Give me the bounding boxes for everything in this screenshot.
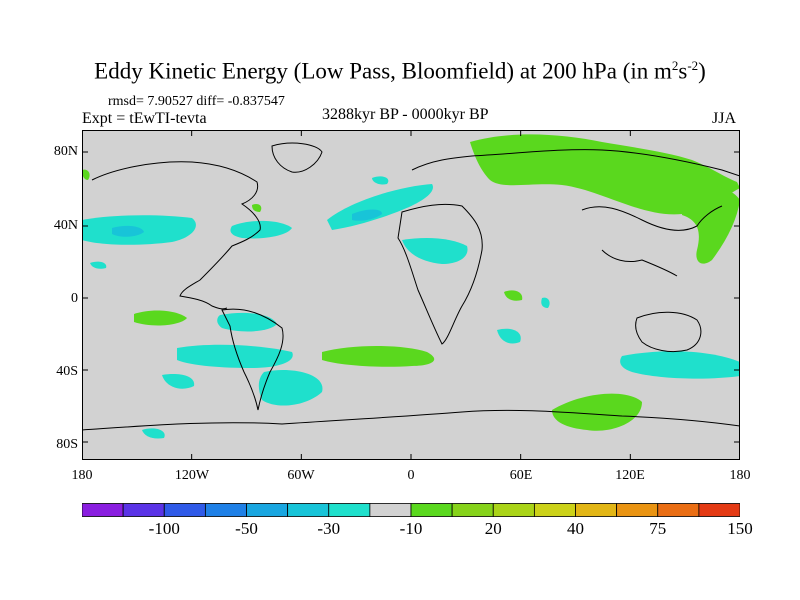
colorbar-label: -100: [148, 519, 180, 538]
lon-label-60e: 60E: [509, 468, 533, 483]
negative-region-australia-south: [620, 351, 740, 379]
strong-negative-north-pacific: [112, 225, 144, 237]
colorbar-box: [698, 503, 740, 517]
colorbar-label: -30: [317, 519, 341, 538]
colorbar-label: -10: [399, 519, 423, 538]
colorbar-label: -50: [235, 519, 258, 538]
colorbar-box: [616, 503, 659, 517]
positive-region-south-atlantic: [322, 346, 435, 367]
lat-label-80s: 80S: [56, 437, 78, 452]
coastline-antarctica: [82, 409, 740, 431]
coastline-australia: [635, 311, 702, 353]
coastline-eurasia: [411, 149, 740, 277]
colorbar-box: [287, 503, 330, 517]
lat-label-0: 0: [71, 291, 78, 306]
colorbar: [82, 503, 740, 517]
positive-region-east-pacific: [134, 310, 187, 326]
positive-region-southern-indian-ocean: [552, 393, 642, 431]
axis-ticks: [82, 130, 740, 460]
negative-region-central-pacific-small: [90, 261, 107, 269]
negative-region-mediterranean: [402, 238, 468, 264]
lon-label-180-west: 180: [71, 468, 93, 483]
positive-region-north-asia: [470, 134, 740, 215]
coastlines: [82, 142, 740, 431]
negative-region-mozambique-channel: [497, 328, 521, 344]
colorbar-box: [328, 503, 371, 517]
positive-region-far-west-small: [82, 169, 90, 180]
lon-label-120e: 120E: [615, 468, 645, 483]
colorbar-label: 75: [649, 519, 667, 538]
negative-region-indian-ocean-small: [541, 297, 550, 308]
colorbar-box: [246, 503, 289, 517]
colorbar-box: [575, 503, 618, 517]
negative-region-drake-passage: [258, 370, 323, 406]
negative-region-iceland: [372, 176, 389, 185]
colorbar-label: 20: [484, 519, 502, 538]
colorbar-box: [657, 503, 700, 517]
strong-negative-regions: [112, 209, 382, 237]
negative-region-southeast-pacific: [217, 312, 277, 332]
negative-region-antarctic-coast: [142, 428, 165, 439]
negative-region-south-pacific: [177, 344, 293, 368]
colorbar-box: [163, 503, 206, 517]
coastline-north-america: [91, 161, 261, 310]
positive-region-west-africa-coast: [504, 290, 523, 301]
colorbar-label: 150: [727, 519, 753, 538]
colorbar-box: [451, 503, 494, 517]
period-label: 3288kyr BP - 0000kyr BP: [322, 106, 489, 123]
lat-label-40s: 40S: [56, 364, 78, 379]
season-label: JJA: [712, 110, 737, 127]
world-map-plot: [82, 130, 740, 460]
strong-negative-north-atlantic: [352, 209, 382, 221]
lon-label-180-east: 180: [729, 468, 751, 483]
positive-anomaly-regions: [82, 134, 740, 431]
lat-label-80n: 80N: [53, 144, 78, 159]
coastline-africa: [397, 203, 483, 345]
colorbar-box: [533, 503, 576, 517]
negative-region-north-america: [230, 220, 292, 239]
colorbar-box: [204, 503, 247, 517]
chart-title: Eddy Kinetic Energy (Low Pass, Bloomfiel…: [94, 58, 706, 84]
negative-region-south-pacific-west: [162, 374, 195, 389]
rmsd-diff-stats: rmsd= 7.90527 diff= -0.837547: [108, 94, 285, 109]
colorbar-box: [82, 503, 124, 517]
lon-label-60w: 60W: [287, 468, 315, 483]
coastline-south-america: [221, 308, 284, 411]
lon-label-0: 0: [407, 468, 415, 483]
colorbar-box: [122, 503, 165, 517]
positive-region-north-america-small: [252, 203, 262, 212]
positive-region-northwest-pacific: [682, 184, 740, 264]
experiment-label: Expt = tEwTI-tevta: [82, 110, 207, 127]
coastline-greenland: [271, 142, 323, 173]
lon-label-120w: 120W: [174, 468, 210, 483]
lat-label-40n: 40N: [53, 218, 78, 233]
colorbar-box: [369, 503, 412, 517]
colorbar-box: [410, 503, 453, 517]
negative-anomaly-regions: [82, 176, 740, 439]
colorbar-label: 40: [567, 519, 584, 538]
colorbar-box: [492, 503, 535, 517]
